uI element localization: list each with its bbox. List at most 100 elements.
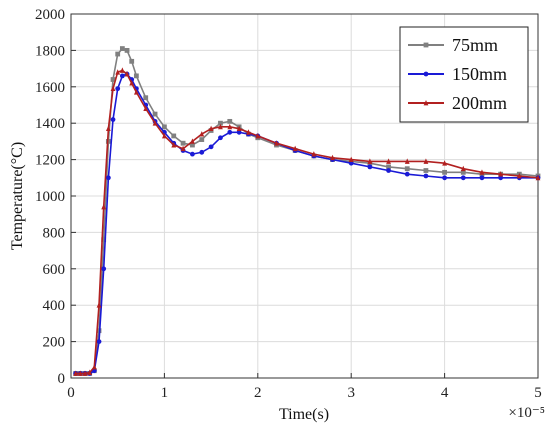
series-line-200mm — [75, 69, 539, 375]
y-tick-label: 800 — [43, 225, 66, 241]
data-point-75mm — [115, 51, 121, 57]
y-tick-label: 0 — [58, 371, 66, 387]
data-point-200mm — [119, 67, 125, 73]
legend-item-200mm: 200mm — [408, 93, 507, 113]
data-point-200mm — [180, 145, 186, 152]
legend: 75mm 150mm 200mm — [399, 26, 529, 123]
data-point-150mm — [105, 175, 111, 181]
data-point-200mm — [246, 129, 251, 135]
data-point-75mm — [460, 169, 466, 175]
data-point-150mm — [96, 339, 102, 344]
data-point-150mm — [498, 175, 504, 181]
data-point-150mm — [115, 86, 121, 92]
axes — [70, 13, 539, 379]
data-point-75mm — [227, 118, 233, 124]
legend-label: 150mm — [452, 64, 507, 84]
data-point-200mm — [274, 140, 279, 146]
data-point-200mm — [423, 158, 429, 164]
data-point-200mm — [479, 169, 485, 175]
data-point-200mm — [442, 160, 447, 166]
data-point-150mm — [423, 173, 429, 179]
plot-frame — [70, 13, 539, 379]
x-tick-label: 0 — [67, 385, 75, 401]
y-tick-label: 1200 — [35, 153, 65, 169]
y-tick-label: 1400 — [35, 116, 65, 132]
data-point-200mm — [96, 302, 102, 308]
data-point-150mm — [101, 266, 107, 272]
data-point-150mm — [236, 129, 242, 135]
data-point-200mm — [162, 132, 167, 139]
data-point-75mm — [442, 169, 447, 175]
data-point-200mm — [152, 120, 158, 126]
data-point-200mm — [460, 165, 466, 172]
x-tick-label: 1 — [161, 385, 169, 401]
legend-item-75mm: 75mm — [408, 35, 498, 55]
data-point-200mm — [535, 174, 541, 181]
data-point-75mm — [143, 95, 149, 101]
data-point-150mm — [199, 149, 205, 155]
data-point-200mm — [199, 131, 205, 137]
series-layer — [73, 46, 541, 376]
data-point-200mm — [330, 154, 335, 161]
data-point-200mm — [73, 370, 79, 376]
data-point-200mm — [236, 125, 242, 132]
data-point-200mm — [218, 123, 223, 130]
data-point-150mm — [208, 144, 214, 150]
legend-label: 200mm — [452, 93, 507, 113]
data-point-200mm — [208, 125, 214, 132]
y-axis-label: Temperature(°C) — [9, 142, 26, 250]
legend-item-150mm: 150mm — [408, 64, 507, 84]
data-point-200mm — [110, 85, 116, 92]
y-tick-label: 1600 — [35, 80, 65, 96]
series-line-150mm — [75, 73, 538, 375]
data-point-200mm — [143, 105, 149, 112]
data-point-150mm — [110, 117, 116, 122]
data-point-200mm — [227, 123, 233, 130]
y-tick-label: 1000 — [35, 189, 65, 205]
data-point-200mm — [404, 158, 410, 164]
data-point-200mm — [101, 203, 107, 210]
data-point-75mm — [110, 77, 116, 82]
data-point-150mm — [404, 171, 410, 177]
y-tick-label: 400 — [43, 298, 66, 314]
series-200mm — [73, 67, 541, 376]
data-point-150mm — [367, 164, 373, 170]
series-line-75mm — [75, 47, 539, 375]
data-point-75mm — [119, 46, 125, 51]
data-point-150mm — [348, 160, 354, 166]
data-point-150mm — [218, 135, 223, 141]
data-point-200mm — [516, 172, 522, 179]
data-point-75mm — [162, 124, 167, 130]
x-tick-labels: 0 1 2 3 4 5 — [67, 385, 542, 401]
data-point-200mm — [498, 171, 504, 177]
data-point-200mm — [133, 89, 139, 95]
data-point-75mm — [218, 120, 223, 126]
data-point-200mm — [190, 138, 195, 144]
data-point-200mm — [91, 364, 97, 370]
data-point-150mm — [479, 175, 485, 181]
data-point-75mm — [199, 137, 205, 142]
x-axis-multiplier: ×10⁻⁵ — [508, 405, 545, 421]
y-tick-label: 600 — [43, 262, 66, 278]
data-point-75mm — [124, 48, 130, 53]
data-point-150mm — [119, 73, 125, 79]
data-point-150mm — [386, 168, 391, 173]
data-point-200mm — [82, 370, 88, 376]
grid-lines — [71, 14, 538, 378]
data-point-200mm — [77, 370, 83, 376]
x-axis-label: Time(s) — [279, 406, 329, 423]
legend-swatch-marker — [423, 71, 429, 77]
data-point-200mm — [311, 151, 317, 157]
y-tick-label: 1800 — [35, 43, 65, 59]
data-point-200mm — [171, 142, 177, 148]
legend-label: 75mm — [452, 35, 498, 55]
y-tick-label: 200 — [43, 335, 66, 351]
data-point-75mm — [180, 140, 186, 146]
y-tick-label: 2000 — [35, 7, 65, 23]
data-point-200mm — [292, 145, 298, 152]
data-point-200mm — [105, 125, 111, 132]
data-point-200mm — [129, 80, 135, 86]
data-point-75mm — [129, 58, 135, 64]
data-point-200mm — [255, 132, 261, 139]
